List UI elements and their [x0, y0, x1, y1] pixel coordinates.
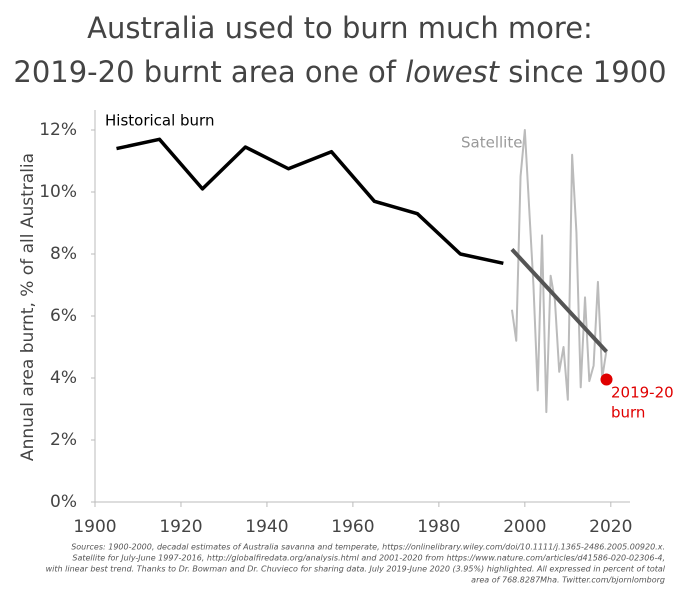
y-tick-label: 10% [39, 182, 77, 202]
historical-line [116, 137, 504, 266]
x-tick-label: 2000 [503, 517, 546, 537]
y-tick-label: 2% [50, 430, 77, 450]
y-tick-label: 6% [50, 306, 77, 326]
source-note: area of 768.8287Mha. Twitter.com/bjornlo… [471, 576, 665, 585]
title-part: 2019-20 burnt area one of [13, 55, 405, 89]
highlight-label: 2019-20 [611, 384, 674, 402]
y-tick-label: 8% [50, 244, 77, 264]
chart-title: Australia used to burn much more: [87, 11, 593, 45]
title-part: since 1900 [499, 55, 667, 89]
y-tick-label: 4% [50, 368, 77, 388]
title-part: lowest [405, 55, 500, 89]
y-tick-label: 0% [50, 492, 77, 512]
source-note: Sources: 1900-2000, decadal estimates of… [71, 543, 665, 552]
x-tick-label: 1940 [245, 517, 288, 537]
x-tick-label: 1900 [73, 517, 116, 537]
x-tick-label: 1980 [417, 517, 460, 537]
trend-line [510, 247, 608, 354]
x-tick-label: 1920 [159, 517, 202, 537]
highlight-label: burn [611, 404, 645, 422]
x-tick-label: 1960 [331, 517, 374, 537]
highlight-point [600, 373, 613, 386]
y-axis-label: Annual area burnt, % of all Australia [18, 153, 38, 461]
satellite-line [510, 129, 608, 414]
series-label: Satellite [461, 134, 522, 152]
source-note: with linear best trend. Thanks to Dr. Bo… [46, 565, 666, 574]
source-note: Satellite for July-June 1997-2016, http:… [72, 554, 665, 563]
series-label: Historical burn [105, 112, 214, 130]
chart-title: 2019-20 burnt area one of lowest since 1… [13, 55, 666, 89]
x-tick-label: 2020 [589, 517, 632, 537]
y-tick-label: 12% [39, 120, 77, 140]
